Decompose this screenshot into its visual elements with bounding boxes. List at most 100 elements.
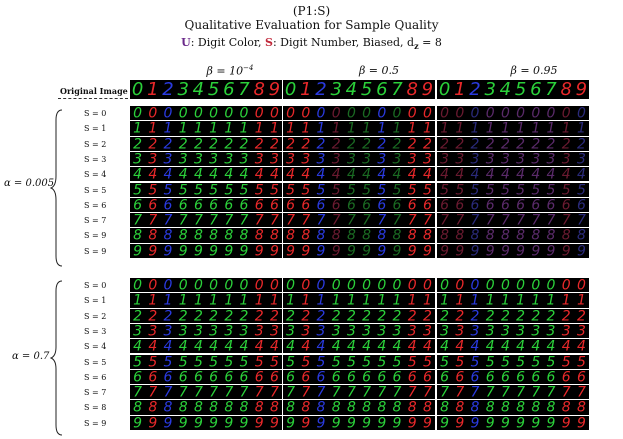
digit-glyph: 9 [286,244,295,258]
digit-glyph: 1 [224,121,233,135]
digit-glyph: 5 [148,183,157,197]
digit-glyph: 5 [270,355,279,369]
digit-glyph: 8 [577,400,586,414]
digit-glyph: 3 [501,152,510,166]
digit-glyph: 4 [240,339,249,353]
digit-glyph: 7 [224,385,233,399]
digit-glyph: 1 [408,293,417,307]
digit-glyph: 7 [133,213,142,227]
digit-glyph: 6 [577,370,586,384]
digit-glyph: 7 [393,213,402,227]
digit-glyph: 9 [270,244,279,258]
digit-glyph: 9 [240,244,249,258]
digit-glyph: 5 [562,183,571,197]
digit-glyph: 9 [440,416,449,430]
digit-glyph: 0 [179,278,188,292]
digit-glyph: 1 [240,121,249,135]
digit-glyph: 0 [393,278,402,292]
digit-glyph: 7 [270,213,279,227]
digit-glyph: 6 [347,370,356,384]
digit-glyph: 1 [270,293,279,307]
digit-glyph: 2 [301,309,310,323]
digit-glyph: 8 [406,80,417,99]
digit-glyph: 7 [471,213,480,227]
digit-glyph: 8 [408,400,417,414]
digit-glyph: 2 [531,309,540,323]
digit-glyph: 0 [547,106,556,120]
digit-glyph: 8 [301,228,310,242]
digit-glyph: 3 [531,152,540,166]
digit-glyph: 1 [516,121,525,135]
digit-glyph: 5 [501,183,510,197]
digit-glyph: 6 [501,198,510,212]
digit-glyph: 3 [164,152,173,166]
digit-glyph: 3 [516,152,525,166]
digit-glyph: 5 [486,183,495,197]
digit-glyph: 5 [408,183,417,197]
digit-glyph: 2 [148,137,157,151]
digit-glyph: 9 [471,244,480,258]
digit-glyph: 0 [164,106,173,120]
digit-glyph: 7 [423,385,432,399]
digit-glyph: 2 [315,80,326,99]
digit-glyph: 1 [300,80,311,99]
digit-glyph: 8 [270,400,279,414]
row-label-top: S = 3 [84,154,107,164]
digit-glyph: 3 [393,324,402,338]
digit-glyph: 0 [423,278,432,292]
digit-glyph: 5 [194,355,203,369]
digit-glyph: 2 [440,137,449,151]
digit-glyph: 3 [577,152,586,166]
digit-glyph: 8 [408,228,417,242]
digit-glyph: 4 [471,339,480,353]
digit-glyph: 9 [562,244,571,258]
digit-glyph: 1 [255,121,264,135]
digit-glyph: 4 [471,167,480,181]
digit-glyph: 8 [440,228,449,242]
digit-glyph: 5 [471,183,480,197]
digit-glyph: 8 [560,80,571,99]
digit-glyph: 6 [286,370,295,384]
digit-glyph: 4 [347,167,356,181]
digit-glyph: 0 [577,106,586,120]
digit-glyph: 7 [577,213,586,227]
digit-glyph: 7 [179,385,188,399]
digit-glyph: 4 [377,167,386,181]
digit-glyph: 6 [179,370,188,384]
digit-glyph: 8 [179,228,188,242]
digit-glyph: 7 [286,213,295,227]
digit-glyph: 9 [501,244,510,258]
digit-glyph: 3 [286,152,295,166]
digit-glyph: 4 [286,339,295,353]
digit-glyph: 8 [423,228,432,242]
digit-glyph: 5 [270,183,279,197]
digit-glyph: 4 [486,167,495,181]
digit-glyph: 0 [486,278,495,292]
digit-glyph: 8 [255,228,264,242]
digit-glyph: 9 [164,244,173,258]
digit-glyph: 5 [208,80,219,99]
digit-glyph: 5 [455,355,464,369]
digit-glyph: 8 [240,400,249,414]
digit-glyph: 0 [332,106,341,120]
digit-glyph: 7 [547,213,556,227]
digit-glyph: 6 [423,370,432,384]
digit-glyph: 2 [224,137,233,151]
digit-glyph: 0 [439,80,450,99]
digit-glyph: 8 [286,400,295,414]
digit-glyph: 5 [361,80,372,99]
digit-glyph: 1 [486,121,495,135]
digit-glyph: 8 [209,228,218,242]
digit-glyph: 6 [376,80,387,99]
digit-glyph: 1 [148,293,157,307]
digit-glyph: 0 [455,278,464,292]
digit-glyph: 1 [194,293,203,307]
